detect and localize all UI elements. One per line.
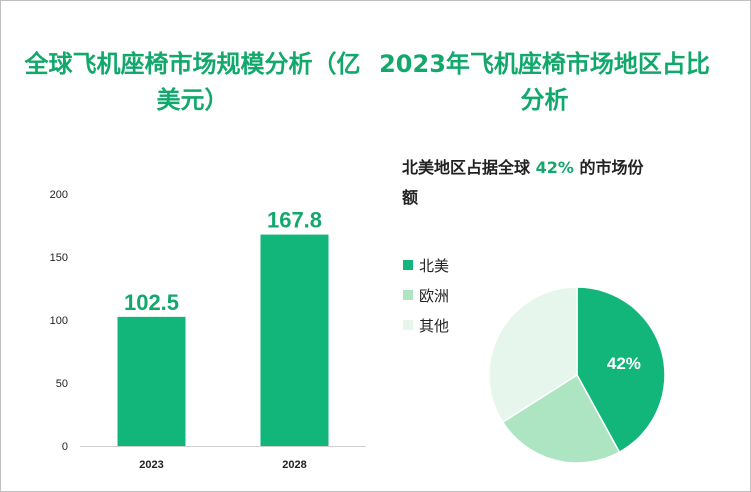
- pie-chart-title: 2023年飞机座椅市场地区占比分析: [379, 50, 710, 114]
- y-tick-label: 200: [50, 189, 68, 201]
- y-tick-label: 150: [50, 252, 68, 264]
- legend-swatch: [403, 290, 413, 300]
- y-tick-label: 50: [56, 378, 68, 390]
- legend-swatch: [403, 260, 413, 270]
- y-tick-label: 0: [62, 441, 68, 453]
- bar-value-label: 102.5: [124, 290, 179, 315]
- bar-chart-title: 全球飞机座椅市场规模分析（亿美元）: [24, 50, 361, 114]
- bar: [117, 316, 186, 446]
- bar-value-label: 167.8: [267, 208, 322, 233]
- pie-slice: [488, 286, 578, 424]
- pie-slice-label: 42%: [607, 354, 641, 373]
- x-tick-label: 2028: [282, 459, 306, 471]
- pie-slice: [501, 373, 621, 464]
- legend-item: 其他: [403, 310, 449, 340]
- headline-prefix: 北美地区占据全球: [402, 158, 531, 177]
- legend-item: 欧洲: [403, 280, 449, 310]
- pie-slice: [576, 286, 666, 454]
- headline-suffix: 的市场份额: [402, 158, 644, 207]
- x-tick-label: 2023: [139, 459, 163, 471]
- bar: [260, 234, 329, 446]
- y-tick-label: 100: [50, 315, 68, 327]
- headline-value: 42%: [535, 158, 574, 177]
- legend-label: 北美: [419, 256, 450, 275]
- legend-swatch: [403, 320, 413, 330]
- legend-item: 北美: [403, 250, 449, 280]
- legend-label: 其他: [419, 316, 450, 335]
- pie-legend: 北美 欧洲 其他: [403, 250, 449, 340]
- legend-label: 欧洲: [419, 286, 450, 305]
- headline-text: 北美地区占据全球 42% 的市场份额: [402, 153, 652, 213]
